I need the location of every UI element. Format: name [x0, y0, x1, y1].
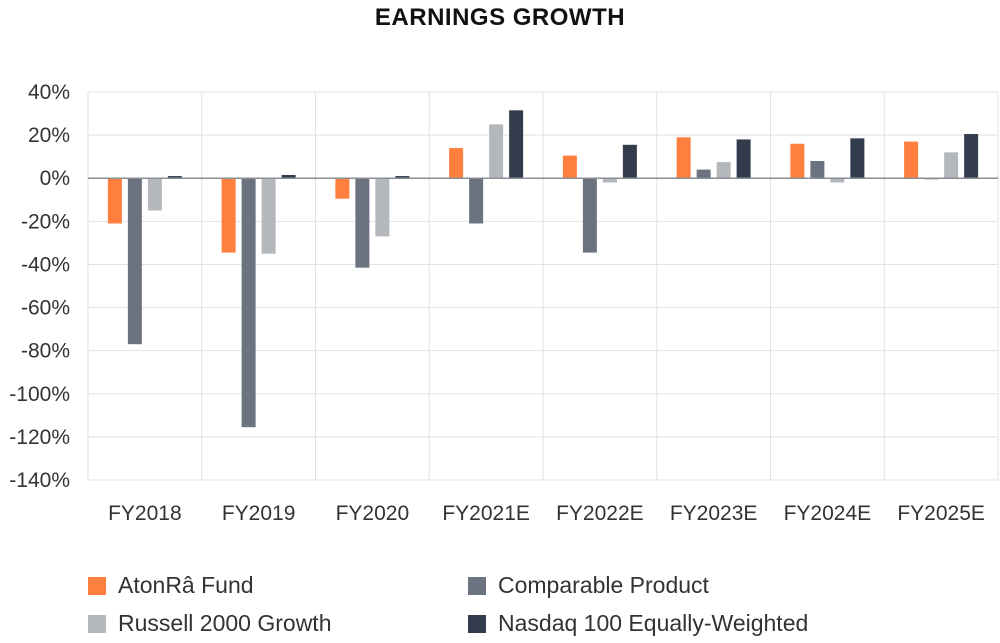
bar	[395, 176, 410, 179]
legend-swatch	[468, 576, 486, 595]
bar	[850, 138, 865, 179]
bar	[562, 155, 577, 179]
legend-label: AtonRâ Fund	[118, 572, 254, 598]
y-tick-label: -60%	[21, 297, 70, 320]
y-tick-label: -20%	[21, 210, 70, 233]
legend-label: Russell 2000 Growth	[118, 610, 332, 636]
bar	[944, 152, 959, 179]
bar	[281, 174, 296, 179]
bar	[147, 178, 162, 211]
bars-layer	[107, 110, 979, 428]
x-tick-label: FY2021E	[442, 502, 530, 525]
bar	[582, 178, 597, 253]
bar	[790, 143, 805, 179]
y-tick-label: 20%	[28, 124, 70, 147]
bar	[676, 137, 691, 179]
legend-item: Russell 2000 Growth	[88, 610, 332, 637]
legend-swatch	[88, 576, 106, 595]
bar	[489, 124, 504, 179]
x-tick-label: FY2019	[222, 502, 296, 525]
bar	[509, 110, 524, 179]
legend-label: Comparable Product	[498, 572, 709, 598]
bar	[716, 162, 731, 179]
bar	[355, 178, 370, 268]
x-tick-label: FY2024E	[784, 502, 872, 525]
bar	[127, 178, 142, 345]
bar	[261, 178, 276, 254]
bar	[375, 178, 390, 237]
bar	[622, 144, 637, 179]
legend-label: Nasdaq 100 Equally-Weighted	[498, 610, 809, 636]
chart-title: EARNINGS GROWTH	[374, 4, 626, 31]
y-tick-label: 0%	[40, 167, 70, 190]
x-tick-label: FY2018	[108, 502, 182, 525]
y-tick-label: -140%	[9, 469, 70, 492]
bar	[696, 169, 711, 179]
bar	[335, 178, 350, 199]
bar	[469, 178, 484, 224]
bar	[904, 141, 919, 179]
x-tick-label: FY2023E	[670, 502, 758, 525]
legend-item: Comparable Product	[468, 572, 709, 599]
bar	[830, 178, 845, 183]
bar	[736, 139, 751, 179]
y-tick-label: -40%	[21, 253, 70, 276]
bar	[602, 178, 617, 183]
bar	[241, 178, 256, 428]
bar	[810, 160, 825, 179]
bar	[221, 178, 236, 253]
x-tick-label: FY2025E	[897, 502, 985, 525]
bar	[964, 134, 979, 179]
x-tick-label: FY2022E	[556, 502, 644, 525]
legend-item: Nasdaq 100 Equally-Weighted	[468, 610, 808, 637]
legend-item: AtonRâ Fund	[88, 572, 254, 599]
y-tick-label: 40%	[28, 81, 70, 104]
bar	[107, 178, 122, 224]
y-tick-label: -100%	[9, 383, 70, 406]
legend-swatch	[88, 614, 106, 633]
bar	[167, 176, 182, 179]
grid-layer	[87, 91, 999, 481]
y-tick-label: -80%	[21, 340, 70, 363]
bar	[449, 148, 464, 179]
y-tick-label: -120%	[9, 426, 70, 449]
bar-chart: 40% 20% 0% -20% -40% -60% -80% -100% -120% -140% F…	[9, 81, 999, 525]
legend-swatch	[468, 614, 486, 633]
axis-layer: 40% 20% 0% -20% -40% -60% -80% -100% -120% -140% F…	[9, 81, 998, 525]
x-tick-label: FY2020	[336, 502, 410, 525]
